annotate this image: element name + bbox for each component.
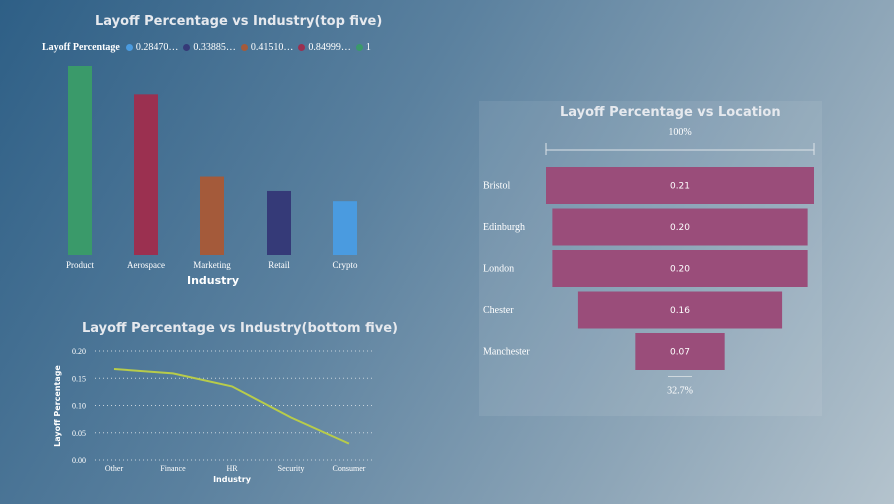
y-tick-label: 0.20 [72,347,86,356]
legend-item: 0.33885… [183,42,236,53]
line-chart-title: Layoff Percentage vs Industry(bottom fiv… [82,321,398,336]
legend-dot [355,44,363,51]
legend-item: 0.84999… [298,42,351,53]
funnel-chart: 100% 0.21 Bristol 0.20 Edinburgh 0.20 London 0.… [483,127,815,397]
bar [200,176,224,255]
y-axis-label: Layoff Percentage [53,365,62,447]
x-tick-label: Aerospace [127,260,165,270]
funnel-value-label: 0.21 [670,182,690,192]
legend-label: 0.28470… [135,42,179,53]
funnel-category-label: Bristol [483,181,510,192]
x-tick-label: Finance [160,464,186,473]
x-tick-label: Security [278,464,305,473]
x-tick-label: Marketing [193,260,231,270]
funnel-category-label: Chester [483,305,514,316]
legend-items: 0.28470… 0.33885… 0.41510… 0.84999… 1 [125,42,376,53]
y-tick-label: 0.15 [72,374,86,383]
line-chart: 0.20 0.15 0.10 0.05 0.00 Other Finance HR Securi… [53,347,372,484]
legend-label: 0.84999… [308,42,351,53]
bar-chart-title: Layoff Percentage vs Industry(top five) [95,14,383,29]
legend-label: 0.33885… [193,42,236,53]
x-tick-label: Crypto [332,260,358,270]
x-tick-label: Retail [268,260,290,270]
funnel-bottom-label: 32.7% [667,386,693,397]
legend-item: 0.41510… [240,42,294,53]
legend-item: 1 [355,42,371,53]
funnel-category-label: Manchester [483,347,530,358]
funnel-value-label: 0.16 [670,306,690,316]
funnel-value-label: 0.20 [670,265,690,275]
legend-dot [183,44,191,51]
funnel-bar [577,291,783,329]
y-tick-label: 0.10 [72,402,86,411]
bar-legend: Layoff Percentage 0.28470… 0.33885… 0.4151… [42,42,376,53]
y-tick-label: 0.05 [72,429,86,438]
funnel-value-label: 0.07 [670,348,690,358]
legend-dot [125,44,133,51]
x-tick-label: Consumer [333,464,366,473]
funnel-bar [552,208,808,246]
x-tick-label: HR [226,464,238,473]
bar [333,201,357,255]
funnel-value-label: 0.20 [670,223,690,233]
funnel-top-label: 100% [668,127,691,138]
bar [267,190,291,255]
legend-label: 1 [365,42,371,53]
funnel-chart-title: Layoff Percentage vs Location [560,105,781,120]
x-axis-label: Industry [187,274,239,287]
bar [68,66,92,255]
bar [134,94,158,255]
funnel-category-label: Edinburgh [483,222,525,233]
legend-label: 0.41510… [250,42,294,53]
legend-title: Layoff Percentage [42,42,120,53]
x-tick-label: Other [105,464,124,473]
funnel-category-label: London [483,264,514,275]
legend-dot [240,44,248,51]
series-line [113,367,350,445]
legend-item: 0.28470… [125,42,179,53]
x-tick-label: Product [66,260,94,270]
bar-chart: Product Aerospace Marketing Retail Crypto Ind… [66,66,358,287]
funnel-bar [546,167,814,204]
legend-dot [298,44,306,51]
funnel-bar [552,250,808,287]
funnel-bar [635,333,725,370]
y-tick-label: 0.00 [72,456,86,465]
x-axis-label: Industry [213,475,252,484]
